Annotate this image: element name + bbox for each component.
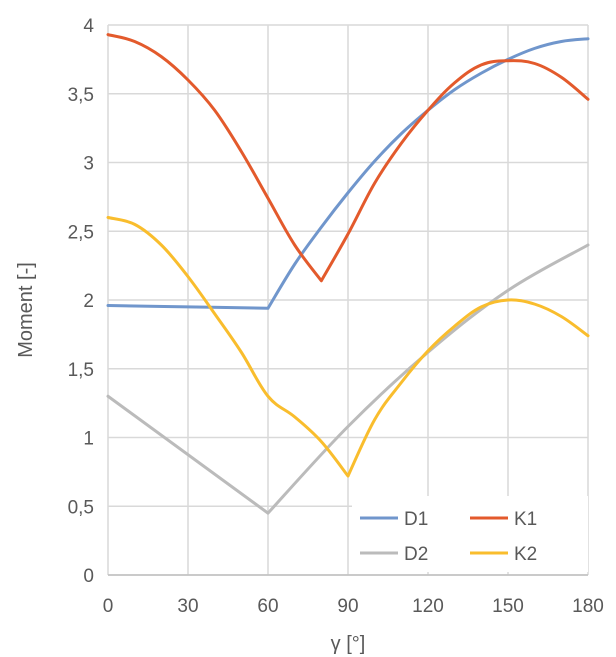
y-tick-label: 1,5 (68, 360, 94, 381)
legend-background (352, 496, 588, 572)
y-tick-label: 2,5 (68, 222, 94, 243)
y-tick-labels: 0 0,5 1 1,5 2 2,5 3 3,5 4 (68, 16, 95, 587)
x-tick-label: 150 (492, 596, 524, 617)
y-tick-label: 4 (83, 16, 94, 37)
x-tick-label: 30 (177, 596, 198, 617)
series-lines (106, 33, 590, 515)
y-tick-label: 3 (83, 154, 94, 175)
y-tick-label: 0,5 (68, 497, 94, 518)
legend: D1 K1 D2 K2 (352, 496, 588, 572)
y-tick-label: 1 (83, 429, 94, 450)
y-axis-title: Moment [-] (15, 262, 37, 358)
legend-label-d2: D2 (404, 544, 428, 565)
legend-label-k2: K2 (514, 544, 537, 565)
y-tick-label: 0 (83, 566, 94, 587)
x-tick-label: 180 (572, 596, 604, 617)
y-tick-label: 2 (83, 291, 94, 312)
x-tick-label: 60 (257, 596, 278, 617)
x-tick-label: 0 (103, 596, 114, 617)
x-axis-title: γ [°] (331, 633, 366, 655)
legend-label-d1: D1 (404, 509, 428, 530)
series-line-k2 (106, 216, 590, 478)
x-tick-labels: 0 30 60 90 120 150 180 (103, 596, 604, 617)
legend-label-k1: K1 (514, 509, 537, 530)
y-tick-label: 3,5 (68, 85, 94, 106)
series-line-k1 (106, 33, 590, 283)
x-tick-label: 120 (412, 596, 444, 617)
x-tick-label: 90 (337, 596, 358, 617)
